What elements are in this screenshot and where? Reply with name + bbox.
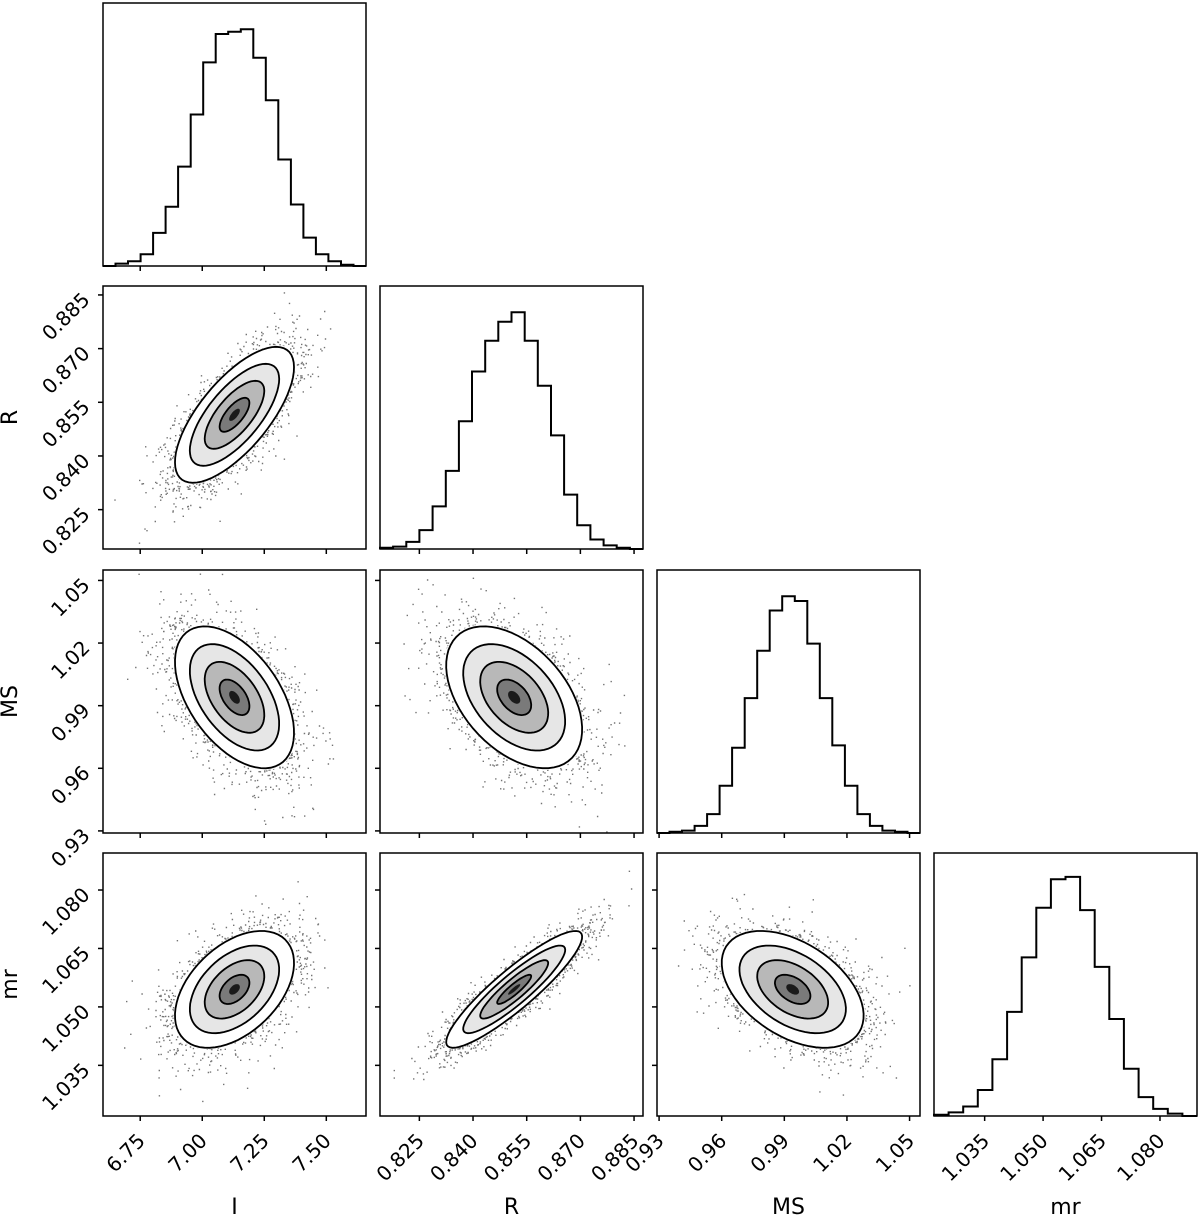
- histogram-steps: [933, 875, 1197, 1117]
- x-tick-label: 0.99: [745, 1129, 793, 1177]
- contour-line: [462, 643, 566, 752]
- histogram-steps: [103, 28, 366, 267]
- panel-frame: [656, 852, 921, 1117]
- panel-frame: [102, 285, 367, 550]
- y-axis-label-R: R: [0, 410, 23, 425]
- panel-frame: [102, 852, 367, 1117]
- y-tick-label: 1.080: [37, 883, 94, 940]
- panel-I-mr: [124, 881, 329, 1103]
- histogram-R: [379, 311, 643, 550]
- x-tick-label: 0.825: [371, 1129, 428, 1186]
- x-axis-label-MS: MS: [772, 1195, 805, 1220]
- density-fill: [508, 690, 521, 704]
- y-tick-label: 0.870: [37, 341, 94, 398]
- y-tick-label: 0.885: [37, 288, 94, 345]
- y-axis-label-mr: mr: [0, 968, 23, 999]
- y-tick-label: 1.05: [46, 573, 94, 621]
- x-axis-label-I: I: [231, 1195, 238, 1220]
- panel-I-MS: [126, 573, 335, 825]
- x-tick-label: 1.05: [871, 1129, 919, 1177]
- y-axis-label-MS: MS: [0, 685, 23, 718]
- contour-line: [218, 396, 251, 433]
- x-tick-label: 1.065: [1054, 1129, 1111, 1186]
- y-tick-label: 0.825: [37, 502, 94, 559]
- y-tick-label: 0.93: [46, 823, 94, 871]
- contour-line: [203, 379, 266, 450]
- x-tick-label: 7.00: [163, 1129, 211, 1177]
- density-fill: [229, 690, 240, 704]
- x-tick-label: 1.035: [937, 1129, 994, 1186]
- contour-line: [445, 625, 584, 770]
- panel-frame: [102, 2, 367, 267]
- x-tick-label: 1.080: [1112, 1129, 1169, 1186]
- y-tick-label: 1.02: [46, 636, 94, 684]
- density-fill: [229, 408, 240, 421]
- x-tick-label: 6.75: [101, 1129, 149, 1177]
- x-tick-label: 0.840: [425, 1129, 482, 1186]
- contour-line: [189, 944, 280, 1035]
- contour-line: [462, 944, 567, 1035]
- contour-line: [496, 678, 533, 717]
- contour-line: [479, 959, 550, 1020]
- contour-line: [174, 625, 295, 770]
- x-tick-label: 0.870: [532, 1129, 589, 1186]
- contour-line: [218, 973, 251, 1005]
- y-tick-label: 0.99: [46, 698, 94, 746]
- density-fill: [508, 984, 521, 995]
- x-axis-label-mr: mr: [1050, 1195, 1081, 1220]
- panel-frame: [379, 285, 644, 550]
- panel-frame: [379, 852, 644, 1117]
- contour-line: [203, 661, 266, 734]
- contour-line: [496, 973, 533, 1005]
- panel-R-mr: [393, 870, 633, 1081]
- x-tick-label: 0.855: [479, 1129, 536, 1186]
- contour-line: [188, 362, 281, 467]
- density-fill: [229, 984, 240, 995]
- contour-line: [720, 930, 865, 1049]
- x-tick-label: 0.96: [683, 1129, 731, 1177]
- panel-frame: [379, 569, 644, 834]
- histogram-steps: [657, 595, 920, 834]
- contour-line: [203, 959, 266, 1020]
- panel-frame: [656, 569, 921, 834]
- contour-line: [773, 973, 812, 1005]
- histogram-mr: [933, 875, 1197, 1117]
- contour-line: [756, 959, 829, 1020]
- panel-frame: [102, 569, 367, 834]
- y-tick-label: 1.050: [37, 999, 94, 1056]
- panel-frame: [933, 852, 1198, 1117]
- panel-I-R: [114, 292, 332, 544]
- contour-line: [738, 944, 847, 1035]
- x-tick-label: 1.050: [995, 1129, 1052, 1186]
- histogram-I: [103, 28, 366, 267]
- density-fill: [786, 984, 800, 995]
- y-tick-label: 0.96: [46, 761, 94, 809]
- y-tick-label: 1.065: [37, 941, 94, 998]
- contour-line: [479, 661, 550, 734]
- contour-line: [189, 643, 280, 752]
- y-tick-label: 0.840: [37, 449, 94, 506]
- panel-MS-mr: [677, 893, 911, 1096]
- contour-line: [445, 930, 584, 1049]
- x-axis-label-R: R: [504, 1195, 519, 1220]
- x-tick-label: 1.02: [808, 1129, 856, 1177]
- x-tick-label: 7.50: [287, 1129, 335, 1177]
- y-tick-label: 0.855: [37, 395, 94, 452]
- x-tick-label: 7.25: [225, 1129, 273, 1177]
- panel-R-MS: [403, 577, 626, 833]
- contour-line: [174, 345, 295, 484]
- contour-line: [174, 930, 295, 1049]
- contour-line: [218, 678, 251, 717]
- histogram-MS: [657, 595, 920, 834]
- histogram-steps: [379, 311, 643, 550]
- y-tick-label: 1.035: [37, 1058, 94, 1115]
